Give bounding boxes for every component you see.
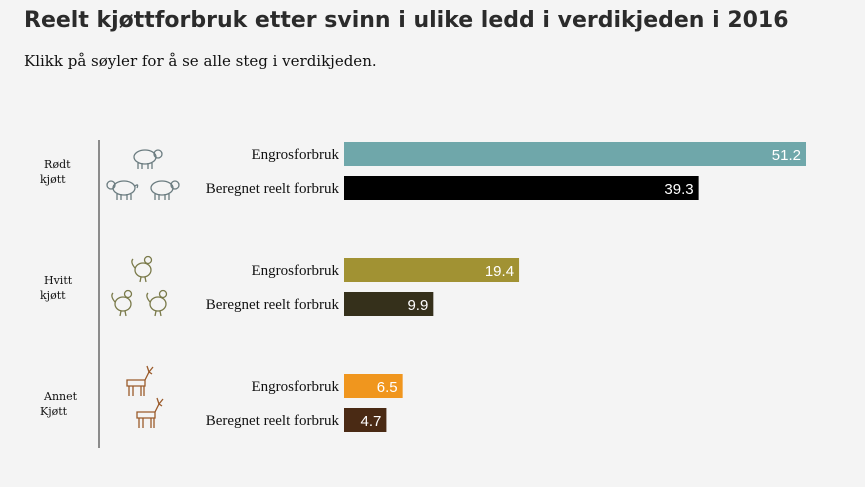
bar[interactable] <box>344 408 387 432</box>
bar[interactable] <box>344 258 520 282</box>
bar-value-label: 6.5 <box>377 379 398 396</box>
bar-category-label: Engrosforbruk <box>252 263 340 279</box>
chart-title: Reelt kjøttforbruk etter svinn i ulike l… <box>24 8 789 33</box>
bar[interactable] <box>344 142 806 166</box>
turkey-icon <box>146 289 168 317</box>
bar-category-label: Beregnet reelt forbruk <box>206 413 340 429</box>
bar[interactable] <box>344 292 434 316</box>
bar-value-label: 9.9 <box>407 297 428 314</box>
duck-icon <box>111 289 133 317</box>
bar-value-label: 39.3 <box>664 181 693 198</box>
pig-icon <box>106 180 139 200</box>
chicken-icon <box>131 255 153 283</box>
cow-icon <box>133 149 163 169</box>
bar-category-label: Beregnet reelt forbruk <box>206 297 340 313</box>
sheep-icon <box>150 180 180 200</box>
bar[interactable] <box>344 374 403 398</box>
group-label: Annet Kjøtt <box>40 390 78 418</box>
bar-value-label: 4.7 <box>361 413 382 430</box>
bar-value-label: 19.4 <box>485 263 514 280</box>
group-label: Hvitt kjøtt <box>40 274 73 302</box>
group-label: Rødt kjøtt <box>40 158 71 186</box>
bar[interactable] <box>344 176 699 200</box>
bar-category-label: Engrosforbruk <box>252 147 340 163</box>
bar-category-label: Engrosforbruk <box>252 379 340 395</box>
deer-icon <box>126 365 154 396</box>
goat-icon <box>136 397 164 428</box>
bar-category-label: Beregnet reelt forbruk <box>206 181 340 197</box>
bar-value-label: 51.2 <box>772 147 801 164</box>
chart-subtitle: Klikk på søyler for å se alle steg i ver… <box>24 52 377 70</box>
